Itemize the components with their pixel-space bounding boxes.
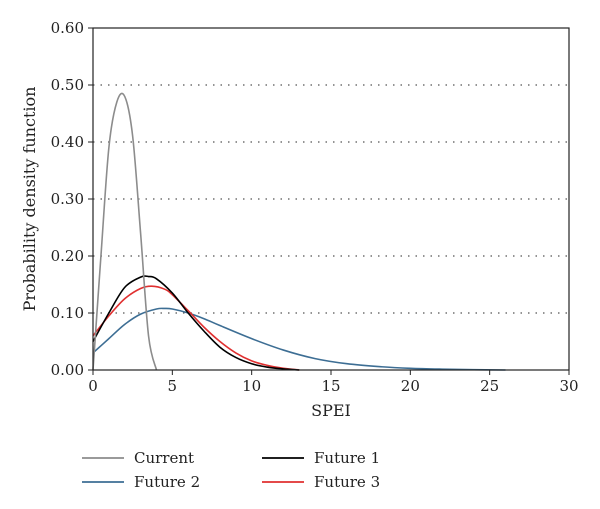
series-line-future-3 (92, 285, 300, 371)
x-tick-label: 5 (168, 377, 178, 395)
y-tick-label: 0.50 (51, 76, 84, 94)
x-tick-label: 30 (559, 377, 578, 395)
y-tick-label: 0.00 (51, 361, 84, 379)
legend: Current Future 2 Future 1 Future 3 (82, 449, 380, 491)
x-tick-label: 10 (242, 377, 261, 395)
x-tick-label: 15 (321, 377, 340, 395)
axes (88, 27, 570, 375)
y-axis-title: Probability density function (20, 87, 39, 312)
legend-label-future-1: Future 1 (314, 449, 380, 467)
y-tick-label: 0.30 (51, 190, 84, 208)
legend-label-future-2: Future 2 (134, 473, 200, 491)
x-tick-label: 0 (88, 377, 98, 395)
legend-label-current: Current (134, 449, 194, 467)
y-tick-label: 0.60 (51, 19, 84, 37)
y-tick-label: 0.10 (51, 304, 84, 322)
x-tick-label: 25 (480, 377, 499, 395)
series-line-current (92, 92, 158, 371)
y-tick-labels: 0.00 0.10 0.20 0.30 0.40 0.50 0.60 (51, 19, 84, 379)
x-tick-label: 20 (401, 377, 420, 395)
series-line-future-2 (92, 307, 506, 371)
x-tick-labels: 0 5 10 15 20 25 30 (88, 377, 578, 395)
plot-frame (92, 27, 570, 371)
series-line-future-1 (92, 275, 300, 371)
x-axis-title: SPEI (311, 401, 351, 420)
y-tick-label: 0.40 (51, 133, 84, 151)
grid-lines (93, 84, 569, 314)
y-tick-label: 0.20 (51, 247, 84, 265)
legend-label-future-3: Future 3 (314, 473, 380, 491)
series-lines (92, 92, 506, 371)
